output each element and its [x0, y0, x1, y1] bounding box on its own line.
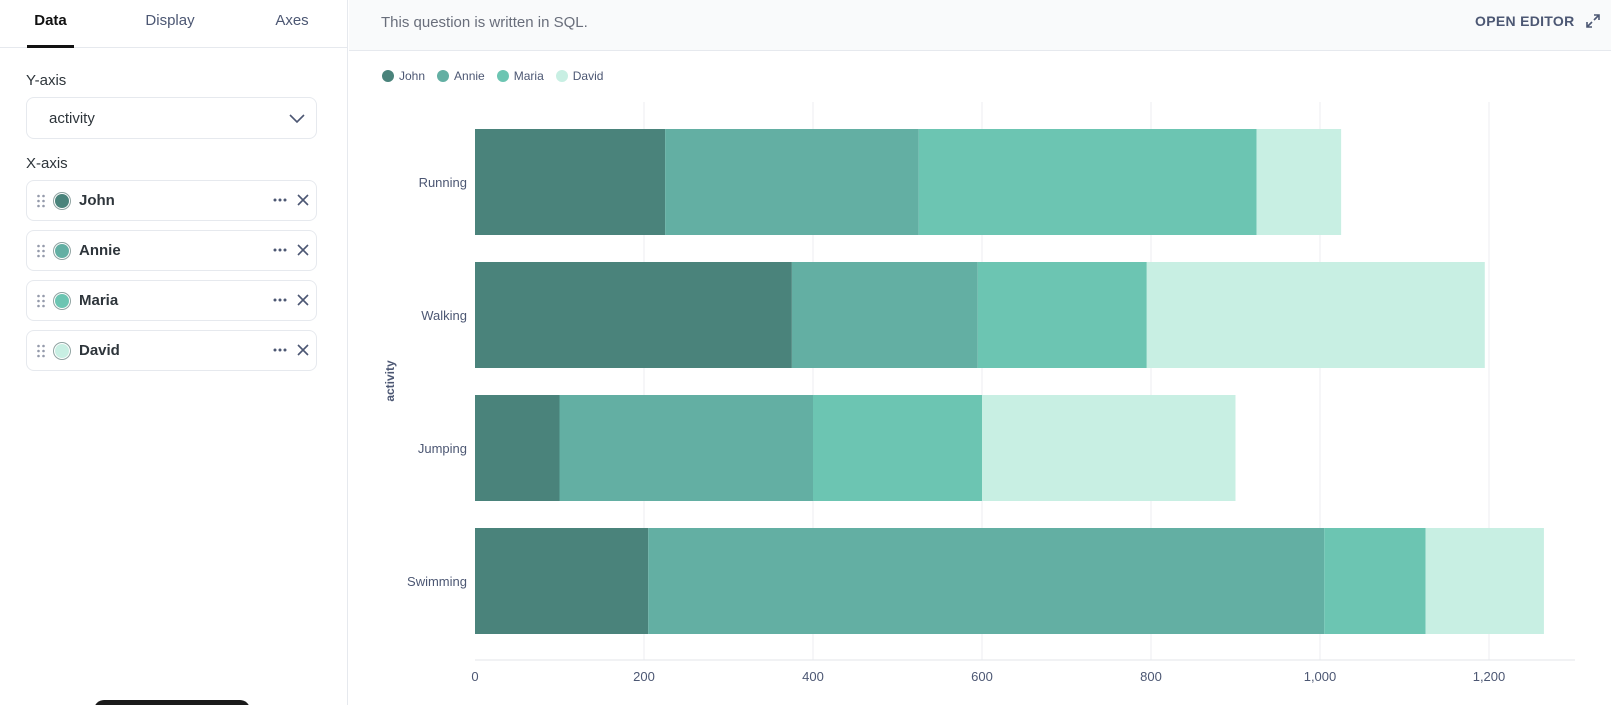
- x-tick-label: 800: [1140, 669, 1162, 684]
- bar-maria-jumping[interactable]: [813, 395, 982, 501]
- color-dot: [55, 344, 69, 358]
- bar-david-swimming[interactable]: [1425, 528, 1544, 634]
- close-icon[interactable]: [293, 290, 313, 310]
- legend-dot: [496, 70, 509, 82]
- series-item-maria[interactable]: Maria: [26, 280, 317, 321]
- bar-john-jumping[interactable]: [475, 395, 560, 501]
- more-options-icon[interactable]: [271, 340, 289, 360]
- expand-icon: [1585, 14, 1600, 28]
- series-color-swatch[interactable]: [53, 242, 71, 260]
- legend-dot: [437, 70, 450, 82]
- tab-data[interactable]: Data: [27, 0, 74, 48]
- y-axis-title: activity: [383, 360, 397, 402]
- tab-axes[interactable]: Axes: [275, 12, 309, 29]
- open-editor-button[interactable]: OPEN EDITOR: [1475, 13, 1601, 29]
- close-icon[interactable]: [293, 340, 313, 360]
- bar-david-jumping[interactable]: [982, 395, 1236, 501]
- drag-handle-icon[interactable]: [36, 294, 46, 308]
- close-icon[interactable]: [293, 190, 313, 210]
- sidebar-tabs: Data Display Axes: [0, 0, 348, 48]
- more-options-icon[interactable]: [271, 290, 289, 310]
- more-options-icon[interactable]: [271, 190, 289, 210]
- bar-annie-running[interactable]: [665, 129, 919, 235]
- tab-display[interactable]: Display: [145, 12, 195, 29]
- bar-annie-jumping[interactable]: [559, 395, 814, 501]
- y-axis-select[interactable]: activity: [26, 97, 317, 139]
- settings-sidebar: Data Display Axes Y-axis activity X-axis…: [0, 0, 348, 705]
- color-dot: [55, 194, 69, 208]
- bottom-button[interactable]: [94, 700, 250, 705]
- series-color-swatch[interactable]: [53, 292, 71, 310]
- more-options-icon[interactable]: [271, 240, 289, 260]
- bar-maria-swimming[interactable]: [1324, 528, 1426, 634]
- drag-handle-icon[interactable]: [36, 194, 46, 208]
- legend-label: David: [572, 69, 604, 83]
- bar-david-walking[interactable]: [1146, 262, 1485, 368]
- legend-item-maria[interactable]: Maria: [496, 69, 544, 83]
- series-color-swatch[interactable]: [53, 342, 71, 360]
- drag-handle-icon[interactable]: [36, 344, 46, 358]
- bar-maria-running[interactable]: [918, 129, 1257, 235]
- bar-maria-walking[interactable]: [977, 262, 1147, 368]
- legend-dot: [382, 70, 394, 82]
- query-header: This question is written in SQL. OPEN ED…: [349, 0, 1611, 51]
- y-axis-label: Y-axis: [26, 72, 67, 89]
- category-label: Jumping: [418, 441, 467, 456]
- legend-dot: [555, 70, 568, 82]
- series-name: Maria: [79, 292, 119, 309]
- series-item-john[interactable]: John: [26, 180, 317, 221]
- bar-annie-swimming[interactable]: [648, 528, 1325, 634]
- legend-label: Maria: [513, 69, 544, 83]
- color-dot: [55, 244, 69, 258]
- x-tick-label: 200: [633, 669, 655, 684]
- bar-john-walking[interactable]: [475, 262, 792, 368]
- bar-annie-walking[interactable]: [791, 262, 978, 368]
- legend-label: Annie: [454, 69, 485, 83]
- series-item-annie[interactable]: Annie: [26, 230, 317, 271]
- sql-note: This question is written in SQL.: [381, 14, 588, 31]
- series-item-david[interactable]: David: [26, 330, 317, 371]
- series-color-swatch[interactable]: [53, 192, 71, 210]
- bar-david-running[interactable]: [1256, 129, 1342, 235]
- x-tick-label: 1,200: [1473, 669, 1506, 684]
- category-label: Swimming: [407, 574, 467, 589]
- x-tick-label: 600: [971, 669, 993, 684]
- bar-john-running[interactable]: [475, 129, 666, 235]
- legend-label: John: [399, 69, 426, 83]
- chart-legend: John Annie Maria David: [382, 68, 615, 84]
- legend-item-john[interactable]: John: [382, 69, 425, 83]
- x-tick-label: 0: [471, 669, 478, 684]
- series-name: John: [79, 192, 115, 209]
- open-editor-label: OPEN EDITOR: [1475, 13, 1575, 29]
- chevron-down-icon: [289, 114, 305, 124]
- y-axis-select-value: activity: [49, 109, 95, 127]
- x-tick-label: 400: [802, 669, 824, 684]
- series-name: Annie: [79, 242, 121, 259]
- category-label: Running: [419, 175, 467, 190]
- category-label: Walking: [421, 308, 467, 323]
- close-icon[interactable]: [293, 240, 313, 260]
- drag-handle-icon[interactable]: [36, 244, 46, 258]
- color-dot: [55, 294, 69, 308]
- legend-item-annie[interactable]: Annie: [437, 69, 485, 83]
- x-tick-label: 1,000: [1304, 669, 1337, 684]
- bar-john-swimming[interactable]: [475, 528, 649, 634]
- legend-item-david[interactable]: David: [555, 69, 604, 83]
- x-axis-label: X-axis: [26, 155, 68, 172]
- series-name: David: [79, 342, 120, 359]
